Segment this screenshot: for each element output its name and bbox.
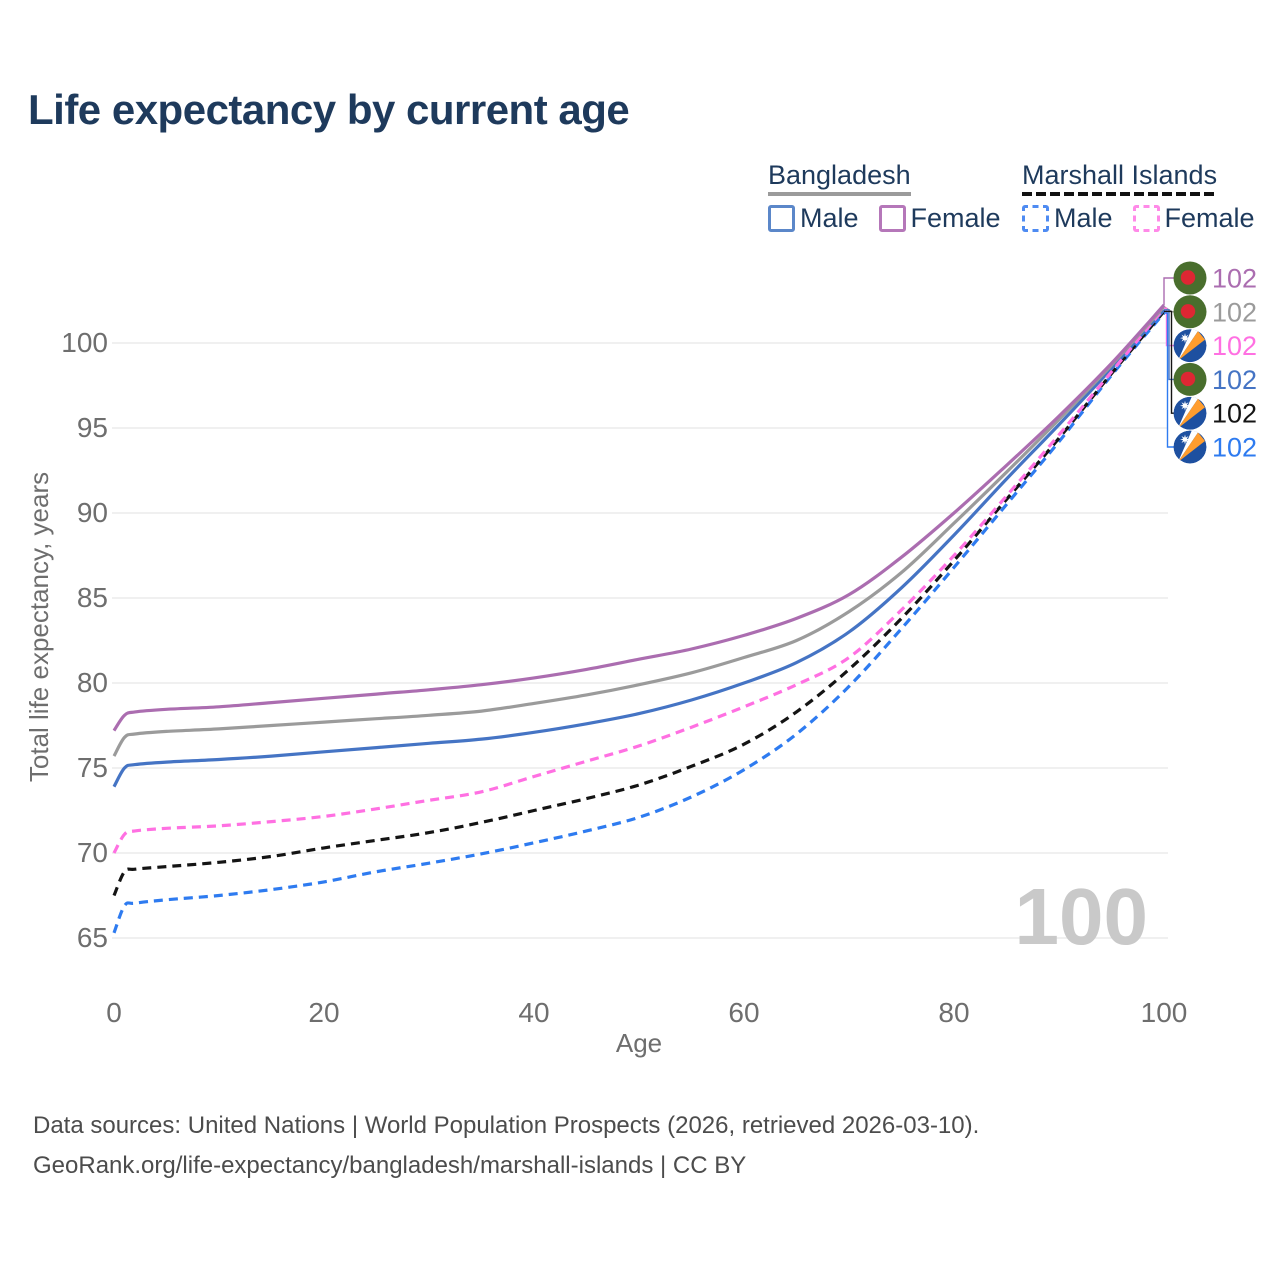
x-tick-label: 80 bbox=[938, 997, 969, 1028]
leader-line-marshall-islands-female bbox=[1164, 307, 1175, 347]
series-line-marshall-islands-male[interactable] bbox=[112, 311, 1166, 934]
y-tick-label: 95 bbox=[77, 412, 108, 443]
legend-header-bangladesh: Bangladesh bbox=[768, 160, 911, 196]
legend-group-bangladesh: Bangladesh Male Female bbox=[768, 160, 1001, 234]
end-value-label-bangladesh-male: 102 bbox=[1212, 365, 1257, 395]
bangladesh-flag-icon bbox=[1173, 362, 1207, 396]
chart-title: Life expectancy by current age bbox=[28, 86, 630, 133]
legend-item-marshall-islands-female[interactable]: Female bbox=[1132, 203, 1255, 234]
age-watermark-text: 100 bbox=[1015, 872, 1148, 961]
x-tick-label: 40 bbox=[518, 997, 549, 1028]
bangladesh-flag-icon bbox=[1173, 295, 1207, 329]
age-watermark: 100 bbox=[1015, 872, 1148, 961]
legend-header-bangladesh-label: Bangladesh bbox=[768, 160, 911, 190]
marshall-islands-flag-icon bbox=[1174, 430, 1207, 464]
end-value-label-marshall-islands-female: 102 bbox=[1212, 331, 1257, 361]
legend-group-marshall-islands: Marshall Islands Male Female bbox=[1022, 160, 1255, 234]
gridlines bbox=[112, 342, 1168, 939]
x-tick-label: 100 bbox=[1141, 997, 1188, 1028]
marshall-islands-line-style-swatch bbox=[1022, 192, 1218, 196]
footer-attribution: GeoRank.org/life-expectancy/bangladesh/m… bbox=[33, 1152, 747, 1179]
y-tick-label: 70 bbox=[77, 837, 108, 868]
series-line-marshall-islands-female[interactable] bbox=[112, 307, 1166, 854]
legend-header-marshall-islands: Marshall Islands bbox=[1022, 160, 1218, 196]
legend-item-bangladesh-male[interactable]: Male bbox=[768, 203, 859, 234]
series-line-bangladesh-male[interactable] bbox=[112, 308, 1166, 788]
legend-label-bangladesh-male: Male bbox=[800, 203, 859, 233]
x-axis-title: Age bbox=[616, 1028, 662, 1058]
legend-header-marshall-islands-label: Marshall Islands bbox=[1022, 160, 1218, 190]
legend-item-bangladesh-female[interactable]: Female bbox=[878, 203, 1001, 234]
legend-swatch-mh-male[interactable] bbox=[1022, 205, 1049, 232]
marshall-islands-flag-icon bbox=[1174, 396, 1207, 430]
series-line-bangladesh-female[interactable] bbox=[112, 303, 1166, 732]
legend-item-marshall-islands-male[interactable]: Male bbox=[1022, 203, 1113, 234]
x-tick-label: 20 bbox=[308, 997, 339, 1028]
y-tick-label: 85 bbox=[77, 582, 108, 613]
legend-label-marshall-islands-female: Female bbox=[1164, 203, 1255, 233]
legend-swatch-mh-female[interactable] bbox=[1132, 205, 1160, 232]
y-tick-label: 90 bbox=[77, 497, 108, 528]
x-tick-label: 0 bbox=[106, 997, 122, 1028]
end-value-label-bangladesh-female: 102 bbox=[1212, 264, 1257, 294]
legend-label-bangladesh-female: Female bbox=[910, 203, 1001, 233]
footer: Data sources: United Nations | World Pop… bbox=[33, 1106, 979, 1186]
y-tick-label: 100 bbox=[61, 327, 108, 358]
legend-swatch-bd-female[interactable] bbox=[878, 205, 906, 232]
series-lines bbox=[112, 303, 1166, 934]
footer-data-sources: Data sources: United Nations | World Pop… bbox=[33, 1112, 980, 1139]
marshall-islands-flag-icon bbox=[1174, 329, 1207, 363]
leader-line-marshall-islands-male bbox=[1164, 312, 1175, 448]
y-tick-label: 65 bbox=[77, 922, 108, 953]
end-value-label-marshall-islands-male: 102 bbox=[1212, 433, 1257, 463]
leader-lines bbox=[1163, 277, 1175, 448]
x-tick-label: 60 bbox=[728, 997, 759, 1028]
legend-row-marshall-islands: Male Female bbox=[1022, 203, 1255, 234]
end-value-label-marshall-islands-total: 102 bbox=[1212, 399, 1257, 429]
series-line-marshall-islands-total[interactable] bbox=[112, 310, 1166, 897]
legend-swatch-bd-male[interactable] bbox=[768, 205, 795, 232]
leader-line-bangladesh-female bbox=[1163, 277, 1175, 305]
axis-labels: 65 70 75 80 85 90 95 100 0 20 40 60 80 100 Age Total li… bbox=[24, 327, 1187, 1058]
leader-line-marshall-islands-total bbox=[1164, 310, 1175, 414]
series-line-bangladesh-total[interactable] bbox=[112, 305, 1166, 757]
y-tick-label: 75 bbox=[77, 752, 108, 783]
legend-row-bangladesh: Male Female bbox=[768, 203, 1001, 234]
legend-label-marshall-islands-male: Male bbox=[1054, 203, 1113, 233]
end-value-label-bangladesh-total: 102 bbox=[1212, 297, 1257, 327]
y-axis-title: Total life expectancy, years bbox=[24, 472, 54, 782]
y-tick-label: 80 bbox=[77, 667, 108, 698]
leader-line-bangladesh-male bbox=[1164, 309, 1175, 381]
bangladesh-line-style-swatch bbox=[768, 192, 911, 196]
bangladesh-flag-icon bbox=[1173, 261, 1207, 295]
